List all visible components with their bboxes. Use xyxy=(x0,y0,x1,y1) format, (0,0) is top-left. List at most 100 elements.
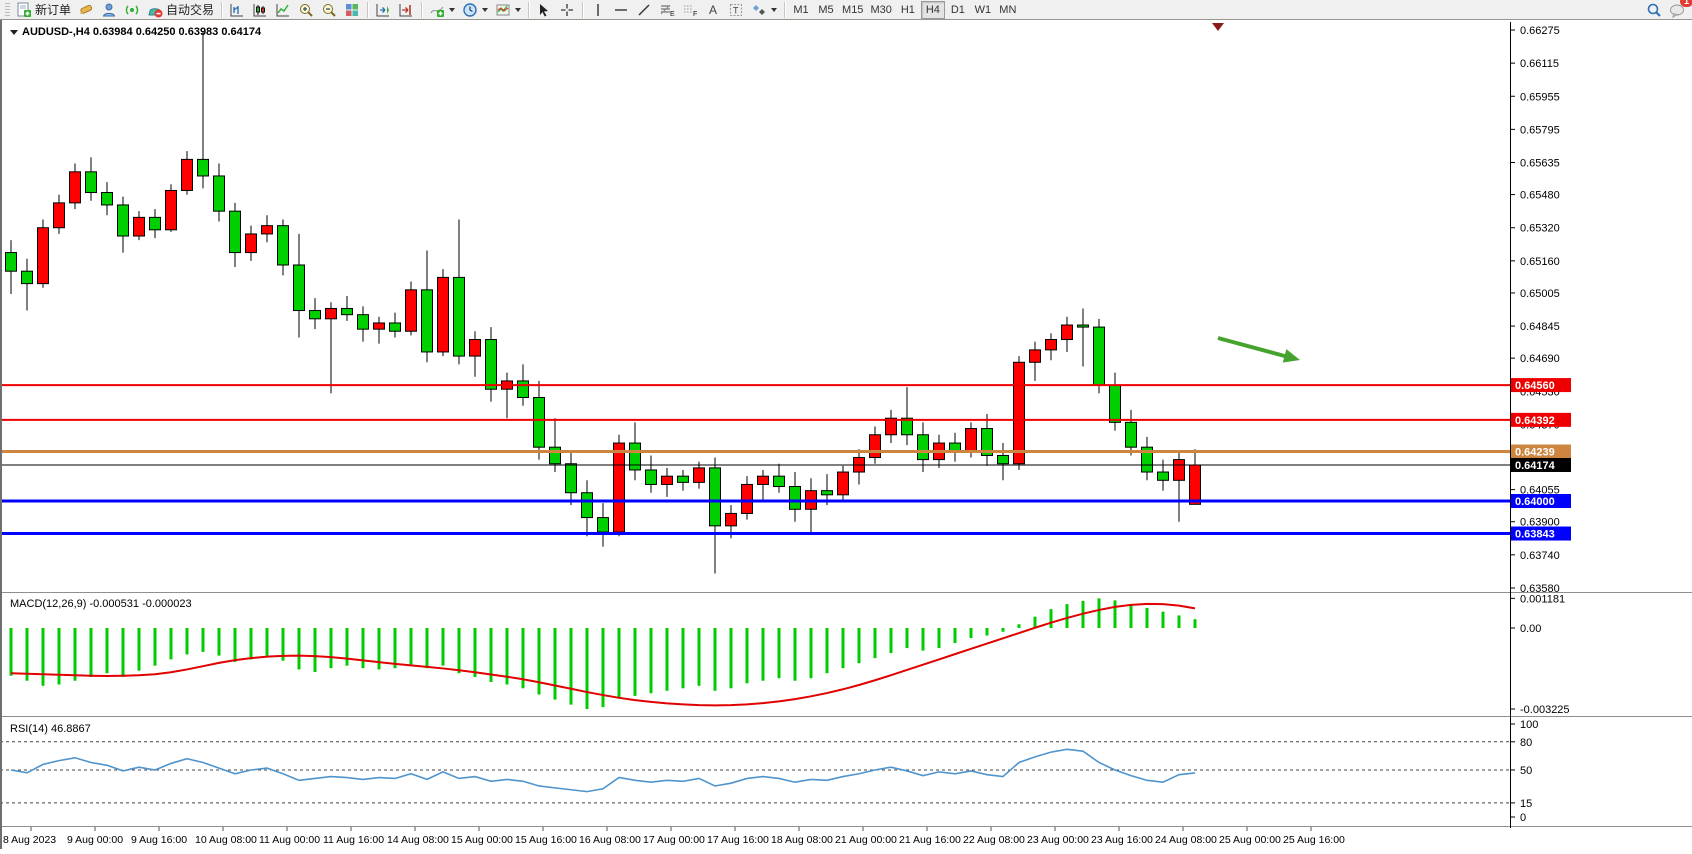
text-tool-label: A xyxy=(709,2,718,17)
candle-bullish xyxy=(613,442,625,533)
channel-button[interactable]: F xyxy=(679,1,701,19)
timeframe-m5[interactable]: M5 xyxy=(814,1,838,19)
chart-shift-marker[interactable] xyxy=(1212,23,1224,31)
candle-bearish xyxy=(1093,326,1105,386)
price-tick-label: 0.66115 xyxy=(1520,58,1559,70)
rsi-panel[interactable]: 100 80 50 15 0 xyxy=(0,719,1538,824)
macd-axis-label: -0.003225 xyxy=(1520,704,1570,716)
candle-bullish xyxy=(725,512,737,527)
candle-bearish xyxy=(821,490,833,496)
chart-title[interactable]: AUDUSD-,H4 0.63984 0.64250 0.63983 0.641… xyxy=(10,26,261,38)
chart-shift-button[interactable] xyxy=(395,1,417,19)
candle-bearish xyxy=(549,446,561,465)
zoom-out-button[interactable] xyxy=(318,1,340,19)
algo-trading-icon xyxy=(148,7,163,17)
time-tick-label: 25 Aug 16:00 xyxy=(1283,834,1345,846)
price-tick-label: 0.65480 xyxy=(1520,190,1560,202)
time-tick-label: 17 Aug 16:00 xyxy=(707,834,769,846)
trendline-button[interactable] xyxy=(633,1,655,19)
cursor-button[interactable] xyxy=(533,1,555,19)
timeframe-m30[interactable]: M30 xyxy=(867,1,894,19)
text-tool-button[interactable]: A xyxy=(702,1,724,19)
fibonacci-button[interactable]: E xyxy=(656,1,678,19)
price-tick-label: 0.66275 xyxy=(1520,25,1560,37)
styler-button[interactable] xyxy=(75,1,97,19)
line-chart-button[interactable] xyxy=(272,1,294,19)
timeframe-m15[interactable]: M15 xyxy=(839,1,866,19)
timeframe-d1[interactable]: D1 xyxy=(946,1,970,19)
time-axis[interactable]: 8 Aug 2023 9 Aug 00:00 9 Aug 16:00 10 Aug 0… xyxy=(3,827,1345,846)
search-button[interactable] xyxy=(1643,1,1665,19)
time-tick-label: 9 Aug 16:00 xyxy=(131,834,187,846)
price-tick-label: 0.63740 xyxy=(1520,550,1560,562)
label-tool-button[interactable]: T xyxy=(725,1,747,19)
search-icon xyxy=(1647,3,1661,17)
toolbar-separator xyxy=(221,1,223,18)
candle-bullish xyxy=(245,233,257,254)
timeframe-h4[interactable]: H4 xyxy=(920,0,945,19)
symbol-dropdown-icon[interactable] xyxy=(10,30,18,35)
template-icon xyxy=(496,4,510,15)
signals-button[interactable] xyxy=(121,1,143,19)
candle-bearish xyxy=(197,158,209,177)
candle-bullish xyxy=(837,471,849,496)
candle-bullish xyxy=(53,202,65,229)
candle-bullish xyxy=(1013,361,1025,465)
candle-bearish xyxy=(677,475,689,483)
price-level-badge xyxy=(1511,494,1571,509)
notifications-button[interactable] xyxy=(1666,1,1689,19)
candle-bearish xyxy=(101,192,113,206)
candle-chart-button[interactable] xyxy=(249,1,271,19)
new-order-button[interactable]: 新订单 xyxy=(13,1,74,19)
auto-scroll-button[interactable] xyxy=(372,1,394,19)
rsi-indicator-label: RSI(14) 46.8867 xyxy=(10,723,91,735)
candle-bearish xyxy=(341,307,353,316)
candles xyxy=(5,31,1201,574)
time-tick-label: 21 Aug 00:00 xyxy=(835,834,897,846)
community-button[interactable] xyxy=(98,1,120,19)
vertical-line-button[interactable] xyxy=(587,1,609,19)
templates-button[interactable] xyxy=(492,1,524,19)
price-tick-label: 0.63580 xyxy=(1520,583,1560,595)
candle-bullish xyxy=(133,216,145,237)
bar-chart-button[interactable] xyxy=(226,1,248,19)
toolbar-separator xyxy=(421,1,423,18)
candle-bearish xyxy=(357,314,369,330)
dropdown-caret xyxy=(449,7,456,12)
tile-windows-button[interactable] xyxy=(341,1,363,19)
candle-bullish xyxy=(869,434,881,459)
candle-bullish xyxy=(405,289,417,332)
indicators-button[interactable] xyxy=(426,1,458,19)
candle-bearish xyxy=(213,175,225,212)
timeframe-h1[interactable]: H1 xyxy=(896,1,920,19)
time-tick-label: 15 Aug 00:00 xyxy=(451,834,513,846)
price-level-badge xyxy=(1511,412,1571,427)
macd-signal-line xyxy=(10,602,1196,707)
zoom-in-button[interactable] xyxy=(295,1,317,19)
timeframe-m1[interactable]: M1 xyxy=(789,1,813,19)
channel-icon: F xyxy=(684,5,697,18)
time-tick-label: 16 Aug 08:00 xyxy=(579,834,641,846)
macd-indicator-label: MACD(12,26,9) -0.000531 -0.000023 xyxy=(10,598,192,610)
candle-bullish xyxy=(757,475,769,485)
time-tick-label: 22 Aug 08:00 xyxy=(963,834,1025,846)
algo-trading-button[interactable]: 自动交易 xyxy=(144,1,217,19)
toolbar-separator xyxy=(528,1,530,18)
candle-bearish xyxy=(229,210,241,254)
macd-panel[interactable]: 0.001181 0.00 -0.003225 xyxy=(9,593,1570,716)
timeframe-mn[interactable]: MN xyxy=(996,1,1020,19)
chart-canvas[interactable]: 0.66275 0.66115 0.65955 0.65795 0.65635 0.654… xyxy=(0,20,1692,849)
candle-bullish xyxy=(661,475,673,485)
rsi-axis-label: 80 xyxy=(1520,737,1532,749)
candle-bearish xyxy=(533,396,545,448)
horizontal-line-button[interactable] xyxy=(610,1,632,19)
crosshair-button[interactable] xyxy=(556,1,578,19)
candle-bullish xyxy=(885,417,897,436)
trend-arrow-annotation[interactable] xyxy=(1217,336,1300,363)
toolbar-grip[interactable] xyxy=(5,2,10,17)
zoom-in-icon xyxy=(300,3,313,17)
periods-button[interactable] xyxy=(459,1,491,19)
shapes-button[interactable] xyxy=(748,1,780,19)
timeframe-w1[interactable]: W1 xyxy=(971,1,995,19)
candle-bearish xyxy=(421,289,433,353)
